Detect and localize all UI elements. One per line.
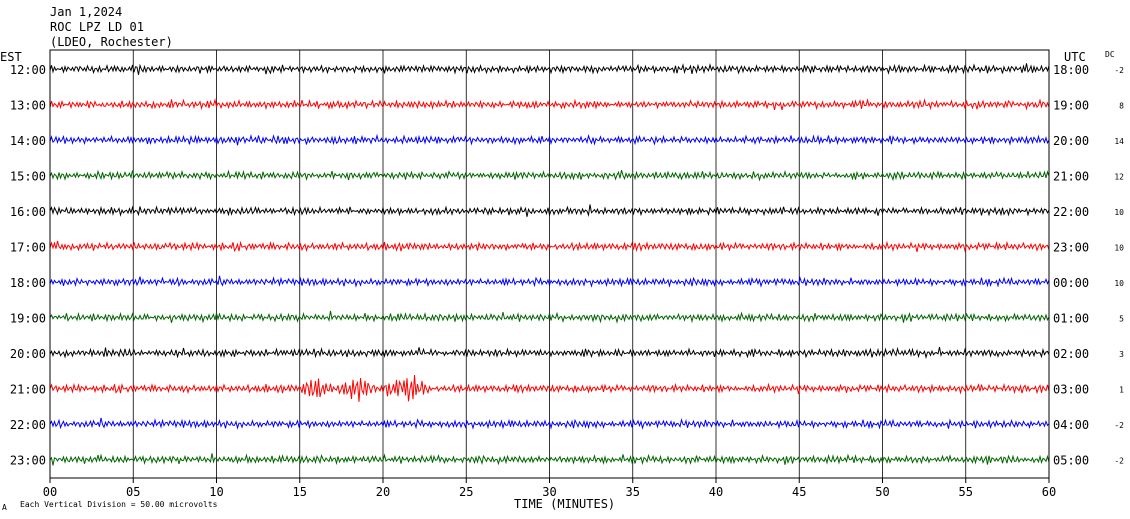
row-label-est: 21:00 (10, 383, 46, 397)
row-dc-value: 3 (1119, 350, 1124, 359)
row-label-utc: 18:00 (1053, 63, 1089, 77)
row-label-est: 23:00 (10, 454, 46, 468)
row-label-utc: 23:00 (1053, 241, 1089, 255)
x-tick-label-20: 20 (376, 485, 390, 499)
dc-label: DC (1105, 50, 1115, 59)
row-dc-value: -2 (1114, 421, 1124, 430)
left-zone-label: EST (0, 50, 22, 64)
x-tick-label-30: 30 (542, 485, 556, 499)
row-label-utc: 02:00 (1053, 347, 1089, 361)
x-tick-label-10: 10 (209, 485, 223, 499)
trace-2300 (49, 453, 1050, 466)
row-dc-value: -2 (1114, 66, 1124, 75)
row-label-utc: 20:00 (1053, 134, 1089, 148)
x-tick-label-00: 00 (43, 485, 57, 499)
x-tick-label-50: 50 (875, 485, 889, 499)
row-dc-value: 10 (1114, 208, 1124, 217)
row-label-est: 22:00 (10, 418, 46, 432)
row-dc-value: 14 (1114, 137, 1124, 146)
x-tick-label-40: 40 (709, 485, 723, 499)
footnote-mark: A (2, 503, 7, 512)
row-label-est: 14:00 (10, 134, 46, 148)
x-tick-label-35: 35 (626, 485, 640, 499)
row-label-est: 18:00 (10, 276, 46, 290)
trace-1200 (49, 62, 1050, 75)
row-dc-value: 10 (1114, 279, 1124, 288)
row-dc-value: 1 (1119, 386, 1124, 395)
row-label-est: 19:00 (10, 312, 46, 326)
x-tick-label-05: 05 (126, 485, 140, 499)
row-label-utc: 04:00 (1053, 418, 1089, 432)
row-labels: 12:00 18:00 -2 13:00 19:00 8 14:00 20:00 14 15:00… (10, 63, 1124, 468)
footnote-scale: Each Vertical Division = 50.00 microvolt… (20, 500, 218, 509)
x-tick-label-55: 55 (959, 485, 973, 499)
trace-1400 (49, 133, 1050, 146)
trace-1300 (49, 98, 1050, 111)
row-label-utc: 22:00 (1053, 205, 1089, 219)
right-zone-label: UTC (1064, 50, 1086, 64)
x-axis-label: TIME (MINUTES) (514, 497, 615, 511)
row-dc-value: 8 (1119, 102, 1124, 111)
trace-1500 (49, 169, 1050, 182)
x-tick-label-60: 60 (1042, 485, 1056, 499)
x-tick-label-25: 25 (459, 485, 473, 499)
row-dc-value: 5 (1119, 315, 1124, 324)
plot-frame (49, 49, 1050, 479)
row-label-utc: 01:00 (1053, 312, 1089, 326)
row-label-utc: 21:00 (1053, 170, 1089, 184)
row-label-utc: 05:00 (1053, 454, 1089, 468)
row-dc-value: 12 (1114, 173, 1124, 182)
row-label-utc: 03:00 (1053, 383, 1089, 397)
chart-header: Jan 1,2024 ROC LPZ LD 01 (LDEO, Rocheste… (50, 5, 173, 49)
row-label-est: 13:00 (10, 99, 46, 113)
row-label-est: 15:00 (10, 170, 46, 184)
row-label-utc: 00:00 (1053, 276, 1089, 290)
row-label-est: 20:00 (10, 347, 46, 361)
trace-1900 (49, 310, 1050, 324)
trace-1600 (49, 204, 1050, 217)
row-dc-value: -2 (1114, 457, 1124, 466)
header-station: ROC LPZ LD 01 (50, 20, 144, 34)
x-tick-label-15: 15 (293, 485, 307, 499)
trace-1700 (49, 240, 1050, 253)
row-label-est: 16:00 (10, 205, 46, 219)
header-date: Jan 1,2024 (50, 5, 122, 19)
trace-1800 (49, 275, 1050, 288)
row-dc-value: 10 (1114, 244, 1124, 253)
trace-2000 (49, 346, 1050, 360)
traces (49, 62, 1050, 466)
row-label-est: 17:00 (10, 241, 46, 255)
trace-2100 (49, 375, 1050, 402)
trace-2200 (49, 417, 1050, 430)
header-network: (LDEO, Rochester) (50, 35, 173, 49)
x-ticks: 00 05 10 15 20 25 30 35 40 45 50 55 60 (43, 478, 1056, 499)
row-label-utc: 19:00 (1053, 99, 1089, 113)
grid-lines (132, 50, 967, 478)
x-tick-label-45: 45 (792, 485, 806, 499)
row-label-est: 12:00 (10, 63, 46, 77)
